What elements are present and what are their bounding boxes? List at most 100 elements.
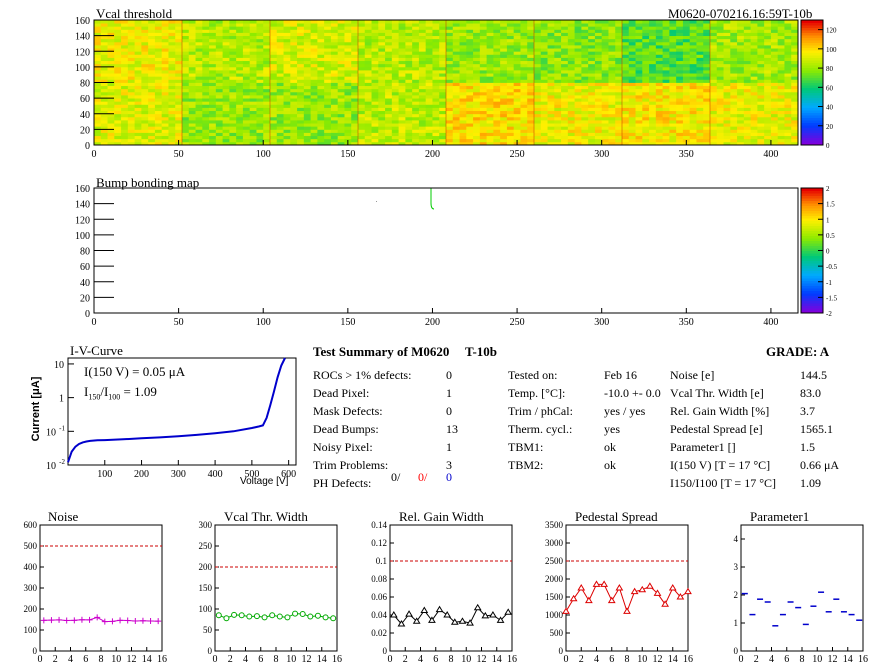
vcal-heatmap-cell [520, 57, 528, 62]
vcal-heatmap-cell [777, 85, 785, 90]
vcal-heatmap-cell [676, 123, 684, 127]
vcal-heatmap-cell [527, 120, 535, 124]
vcal-heatmap-cell [750, 41, 758, 46]
vcal-heatmap-cell [418, 141, 427, 146]
vcal-heatmap-cell [229, 70, 237, 74]
vcal-heatmap-cell [121, 91, 129, 96]
vcal-heatmap-cell [547, 91, 555, 96]
vcal-heatmap-cell [100, 110, 108, 115]
vcal-heatmap-cell [696, 101, 704, 105]
vcal-heatmap-cell [723, 101, 731, 105]
vcal-heatmap-cell [385, 107, 393, 112]
vcal-heatmap-cell [249, 110, 257, 115]
vcal-heatmap-cell [188, 35, 196, 40]
vcal-heatmap-cell [385, 23, 393, 27]
vcal-heatmap-cell [310, 85, 318, 90]
vcal-heatmap-cell [432, 104, 440, 108]
vcal-width-point [253, 613, 260, 620]
vcal-heatmap-cell [615, 98, 623, 102]
vcal-heatmap-cell [567, 120, 576, 124]
vcal-heatmap-cell [290, 110, 298, 115]
vcal-heatmap-cell [446, 57, 454, 62]
vcal-heatmap-cell [114, 20, 122, 24]
vcal-heatmap-cell [588, 141, 596, 146]
vcal-heatmap-cell [594, 41, 603, 46]
noise-ytick-label: 100 [24, 625, 38, 635]
gain-width-point [504, 608, 513, 615]
vcal-heatmap-cell [527, 141, 535, 146]
vcal-heatmap-cell [175, 132, 183, 137]
vcal-heatmap-cell [608, 101, 616, 105]
vcal-heatmap-cell [256, 135, 264, 140]
bump-colorbar-cell [801, 298, 823, 301]
vcal-heatmap-cell [520, 45, 528, 49]
vcal-heatmap-cell [148, 41, 156, 46]
vcal-heatmap-cell [547, 54, 555, 58]
vcal-heatmap-cell [703, 79, 711, 83]
vcal-heatmap-cell [249, 41, 257, 46]
vcal-heatmap-cell [466, 138, 474, 143]
vcal-heatmap-cell [710, 98, 718, 102]
vcal-heatmap-cell [154, 113, 163, 118]
vcal-heatmap-cell [479, 98, 488, 102]
vcal-ytick-label: 160 [75, 16, 90, 27]
vcal-heatmap-cell [188, 54, 196, 58]
vcal-heatmap-cell [283, 126, 291, 130]
vcal-heatmap-cell [716, 66, 724, 71]
vcal-heatmap-cell [716, 73, 724, 77]
vcal-heatmap-cell [310, 35, 318, 40]
vcal-heatmap-cell [432, 29, 440, 33]
vcal-heatmap-cell [256, 57, 264, 62]
vcal-heatmap-cell [581, 79, 589, 83]
vcal-heatmap-cell [513, 57, 521, 62]
vcal-colorbar-cell [801, 135, 823, 138]
vcal-heatmap-cell [473, 23, 481, 27]
vcal-heatmap-cell [385, 48, 393, 52]
vcal-heatmap-cell [594, 88, 603, 93]
vcal-heatmap-cell [310, 23, 318, 27]
vcal-heatmap-cell [161, 54, 169, 58]
vcal-heatmap-cell [594, 60, 603, 65]
vcal-heatmap-cell [486, 76, 494, 80]
vcal-heatmap-cell [479, 107, 488, 112]
vcal-heatmap-cell [270, 29, 278, 33]
vcal-heatmap-cell [696, 60, 704, 65]
vcal-heatmap-cell [581, 66, 589, 71]
vcal-heatmap-cell [242, 116, 251, 121]
vcal-heatmap-cell [682, 110, 691, 115]
vcal-heatmap-cell [188, 126, 196, 130]
vcal-heatmap-cell [540, 98, 548, 102]
pedestal-frame [565, 524, 689, 652]
vcal-heatmap-cell [540, 110, 548, 115]
vcal-heatmap-cell [757, 54, 765, 58]
vcal-heatmap-cell [750, 129, 758, 133]
vcal-heatmap-cell [391, 41, 400, 46]
iv-xtick-label: 500 [244, 469, 259, 480]
vcal-heatmap-cell [737, 20, 745, 24]
vcal-heatmap-cell [757, 126, 765, 130]
vcal-heatmap-cell [175, 51, 183, 55]
bump-dead-pixel [376, 201, 377, 202]
vcal-heatmap-cell [378, 63, 386, 68]
vcal-heatmap-cell [446, 132, 454, 137]
vcal-heatmap-cell [270, 95, 278, 99]
vcal-heatmap-cell [432, 20, 440, 24]
vcal-heatmap-cell [378, 129, 386, 133]
vcal-heatmap-cell [100, 41, 108, 46]
vcal-heatmap-cell [439, 79, 447, 83]
vcal-heatmap-cell [324, 79, 332, 83]
vcal-heatmap-cell [791, 76, 799, 80]
vcal-heatmap-cell [540, 38, 548, 43]
bump-colorbar-label: -1 [826, 279, 832, 287]
vcal-heatmap-cell [358, 135, 366, 140]
vcal-heatmap-cell [628, 95, 636, 99]
vcal-heatmap-cell [256, 126, 264, 130]
vcal-heatmap-cell [757, 110, 765, 115]
vcal-heatmap-cell [628, 123, 636, 127]
vcal-heatmap-cell [209, 57, 217, 62]
vcal-colorbar-cell [801, 85, 823, 88]
vcal-heatmap-cell [554, 135, 562, 140]
vcal-heatmap-cell [466, 66, 474, 71]
vcal-heatmap-cell [500, 129, 508, 133]
vcal-heatmap-cell [398, 23, 406, 27]
